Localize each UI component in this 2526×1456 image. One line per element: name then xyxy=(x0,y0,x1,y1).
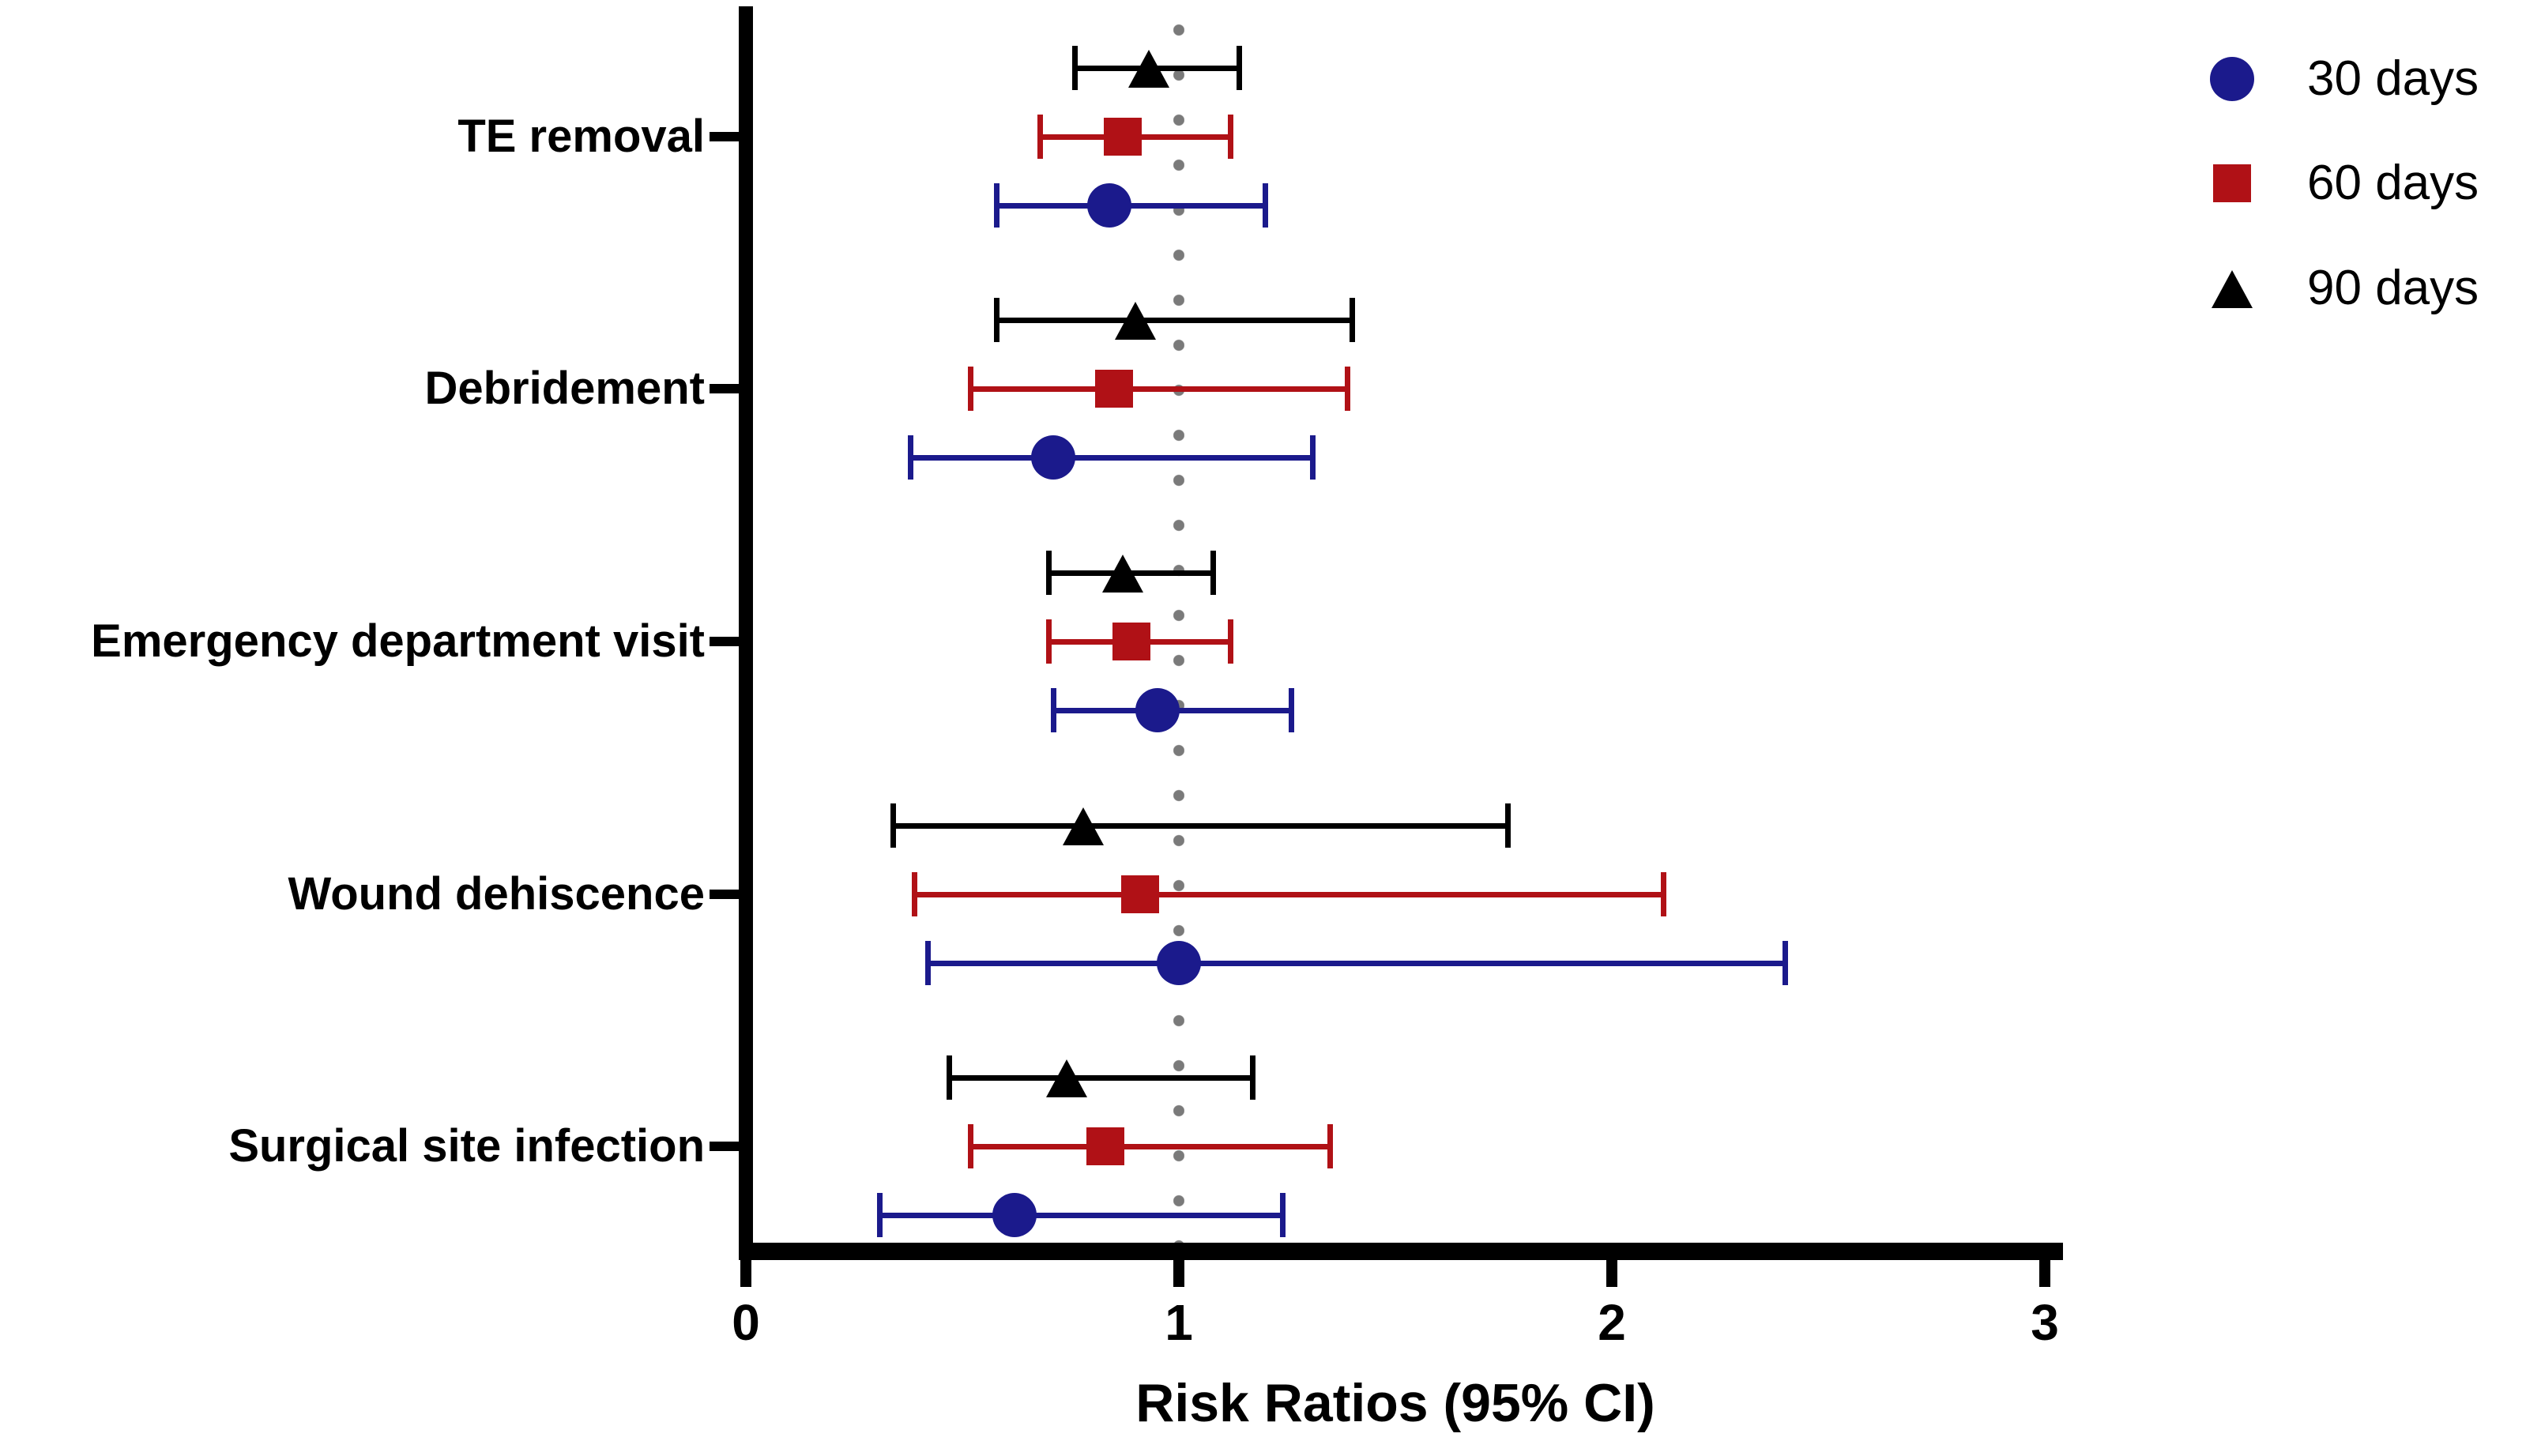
error-bar-cap-high xyxy=(1280,1193,1286,1237)
error-bar-cap-high xyxy=(1237,46,1243,90)
error-bar-cap-low xyxy=(907,435,913,480)
error-bar-cap-low xyxy=(877,1193,883,1237)
category-label: Surgical site infection xyxy=(228,1120,705,1172)
reference-line-rr1 xyxy=(1173,8,1184,1243)
error-bar-cap-low xyxy=(947,1055,953,1100)
x-tick-label: 0 xyxy=(732,1294,760,1351)
marker-triangle xyxy=(1101,555,1143,593)
legend-label: 90 days xyxy=(2307,261,2479,315)
marker-circle xyxy=(1157,941,1201,985)
marker-triangle xyxy=(1115,302,1157,340)
error-bar-cap-high xyxy=(1228,619,1234,664)
x-tick xyxy=(1173,1260,1184,1287)
error-bar-cap-low xyxy=(968,1124,974,1168)
error-bar xyxy=(970,386,1348,392)
error-bar xyxy=(949,1074,1253,1081)
y-axis-spine xyxy=(739,6,753,1260)
category-tick xyxy=(710,637,741,646)
x-axis-title: Risk Ratios (95% CI) xyxy=(1135,1373,1655,1433)
error-bar-cap-high xyxy=(1288,688,1294,732)
marker-triangle xyxy=(1127,50,1169,88)
marker-circle xyxy=(992,1193,1037,1237)
marker-triangle xyxy=(1063,807,1105,845)
x-tick xyxy=(2039,1260,2050,1287)
error-bar xyxy=(893,822,1508,829)
error-bar-cap-low xyxy=(890,803,896,848)
error-bar-cap-low xyxy=(1046,619,1052,664)
error-bar xyxy=(970,1143,1331,1149)
error-bar-cap-high xyxy=(1345,367,1351,411)
category-tick xyxy=(710,1142,741,1151)
marker-square xyxy=(1112,623,1150,660)
error-bar-cap-low xyxy=(1050,688,1056,732)
error-bar-cap-high xyxy=(1349,298,1355,342)
marker-circle xyxy=(1135,688,1180,732)
error-bar-cap-low xyxy=(912,872,918,916)
error-bar-cap-high xyxy=(1210,551,1217,595)
x-tick-label: 1 xyxy=(1165,1294,1193,1351)
error-bar-cap-high xyxy=(1327,1124,1334,1168)
error-bar-cap-high xyxy=(1661,872,1667,916)
error-bar xyxy=(879,1212,1283,1218)
category-label: Wound dehiscence xyxy=(288,868,705,920)
legend-label: 60 days xyxy=(2307,156,2479,210)
legend-marker-triangle xyxy=(2212,270,2253,308)
marker-square xyxy=(1086,1127,1124,1165)
error-bar-cap-low xyxy=(1071,46,1078,90)
error-bar-cap-high xyxy=(1249,1055,1255,1100)
error-bar xyxy=(928,960,1786,966)
error-bar-cap-low xyxy=(968,367,974,411)
error-bar xyxy=(914,891,1664,897)
marker-square xyxy=(1103,118,1142,156)
error-bar-cap-high xyxy=(1228,115,1234,159)
x-tick-label: 2 xyxy=(1598,1294,1626,1351)
error-bar xyxy=(996,317,1353,323)
category-tick xyxy=(710,890,741,899)
legend-label: 30 days xyxy=(2307,51,2479,106)
marker-triangle xyxy=(1045,1059,1087,1097)
x-tick xyxy=(740,1260,751,1287)
marker-square xyxy=(1120,875,1159,913)
error-bar-cap-low xyxy=(1046,551,1052,595)
category-tick xyxy=(710,132,741,141)
category-label: TE removal xyxy=(457,111,705,162)
error-bar-cap-high xyxy=(1504,803,1511,848)
x-tick xyxy=(1606,1260,1617,1287)
category-label: Emergency department visit xyxy=(91,615,705,667)
marker-circle xyxy=(1031,435,1076,480)
legend-marker-circle xyxy=(2210,57,2254,101)
x-axis-line xyxy=(739,1243,2063,1260)
error-bar-cap-low xyxy=(994,183,1000,228)
marker-circle xyxy=(1087,183,1132,228)
marker-square xyxy=(1094,370,1133,408)
error-bar xyxy=(910,454,1313,461)
error-bar-cap-low xyxy=(924,941,931,985)
category-tick xyxy=(710,384,741,393)
error-bar-cap-low xyxy=(1037,115,1044,159)
error-bar-cap-low xyxy=(994,298,1000,342)
x-tick-label: 3 xyxy=(2031,1294,2059,1351)
error-bar-cap-high xyxy=(1263,183,1269,228)
error-bar-cap-high xyxy=(1782,941,1788,985)
category-label: Debridement xyxy=(424,363,705,414)
legend-marker-square xyxy=(2213,164,2251,202)
error-bar-cap-high xyxy=(1310,435,1316,480)
